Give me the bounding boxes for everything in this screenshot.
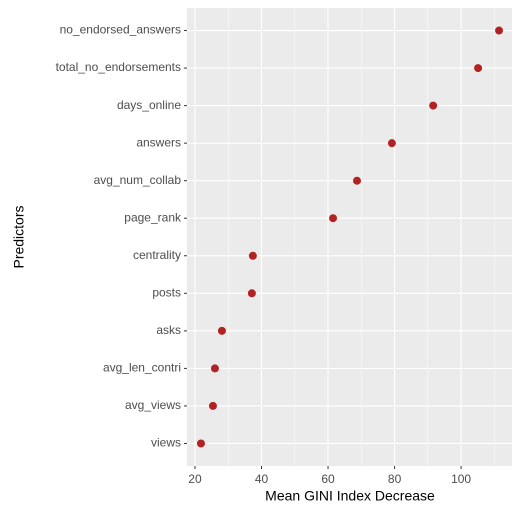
y-tick-label: total_no_endorsements: [56, 60, 181, 74]
y-tick-label: centrality: [133, 248, 181, 262]
x-tick-label: 20: [188, 472, 202, 486]
y-tick-label: avg_views: [125, 398, 181, 412]
panel: [187, 8, 512, 466]
point: [210, 364, 219, 373]
y-axis-title: Predictors: [11, 205, 27, 268]
y-tick-label: avg_num_collab: [94, 173, 182, 187]
point: [429, 101, 438, 110]
x-tick-label: 60: [321, 472, 335, 486]
x-tick-label: 100: [451, 472, 471, 486]
point: [208, 401, 217, 410]
point: [474, 64, 483, 73]
y-tick-label: views: [151, 436, 181, 450]
y-tick-label: no_endorsed_answers: [60, 23, 181, 37]
y-tick-label: page_rank: [124, 210, 182, 224]
x-tick-label: 40: [255, 472, 269, 486]
y-tick-label: answers: [136, 135, 181, 149]
x-tick-label: 80: [388, 472, 402, 486]
y-tick-label: posts: [152, 285, 181, 299]
y-tick-label: days_online: [117, 98, 181, 112]
point: [495, 26, 504, 35]
point: [329, 214, 338, 223]
point: [196, 439, 205, 448]
point: [387, 139, 396, 148]
y-tick-label: avg_len_contri: [103, 361, 181, 375]
point: [248, 251, 257, 260]
point: [217, 326, 226, 335]
y-tick-label: asks: [156, 323, 181, 337]
point: [352, 176, 361, 185]
x-axis-title: Mean GINI Index Decrease: [265, 488, 435, 504]
point: [247, 289, 256, 298]
